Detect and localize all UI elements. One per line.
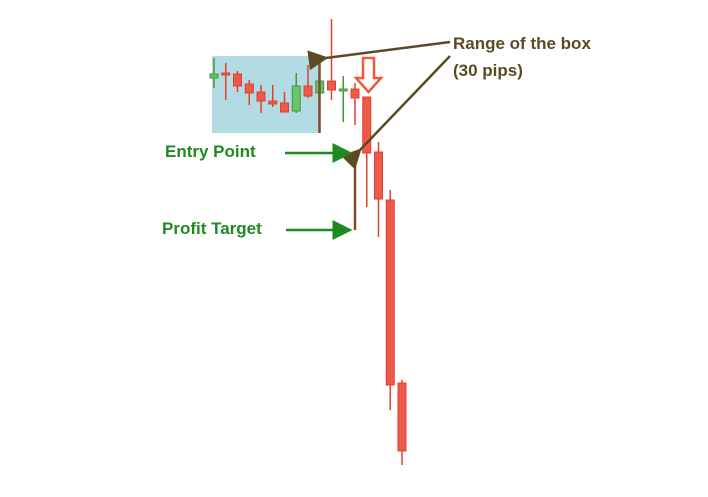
candle [362, 96, 372, 207]
candle [374, 142, 383, 237]
candle-body [350, 88, 360, 99]
candle [350, 83, 360, 125]
range-arrow-top [307, 40, 451, 71]
candle-body [374, 151, 383, 200]
candle [233, 71, 242, 92]
candle-body [233, 73, 242, 87]
candle-body [256, 91, 266, 102]
candle-body [327, 80, 336, 91]
candle-body [280, 102, 289, 113]
candle [268, 85, 278, 107]
candle [385, 190, 395, 410]
pips-label: (30 pips) [453, 61, 523, 80]
range-arrow-bottom [340, 55, 451, 170]
candle [291, 73, 301, 113]
candle [327, 19, 336, 100]
candle [221, 63, 231, 100]
entry-point-label: Entry Point [165, 142, 256, 161]
candle-body [303, 85, 313, 97]
candle [244, 80, 254, 105]
down-arrow-icon [353, 56, 384, 94]
candle [338, 76, 348, 122]
candle-body [338, 88, 348, 92]
range-label: Range of the box [453, 34, 591, 53]
candle-body [385, 199, 395, 386]
candle-body [268, 100, 278, 105]
candle [303, 65, 313, 98]
candle-body [291, 85, 301, 112]
candle [280, 92, 289, 113]
candle-body [362, 96, 372, 154]
candle [256, 85, 266, 113]
profit-target-label: Profit Target [162, 219, 262, 238]
candle-body [221, 72, 231, 76]
candle [397, 380, 407, 465]
candle-body [209, 73, 219, 79]
candle-body [244, 83, 254, 94]
candle-body [397, 382, 407, 452]
candle [209, 58, 219, 88]
